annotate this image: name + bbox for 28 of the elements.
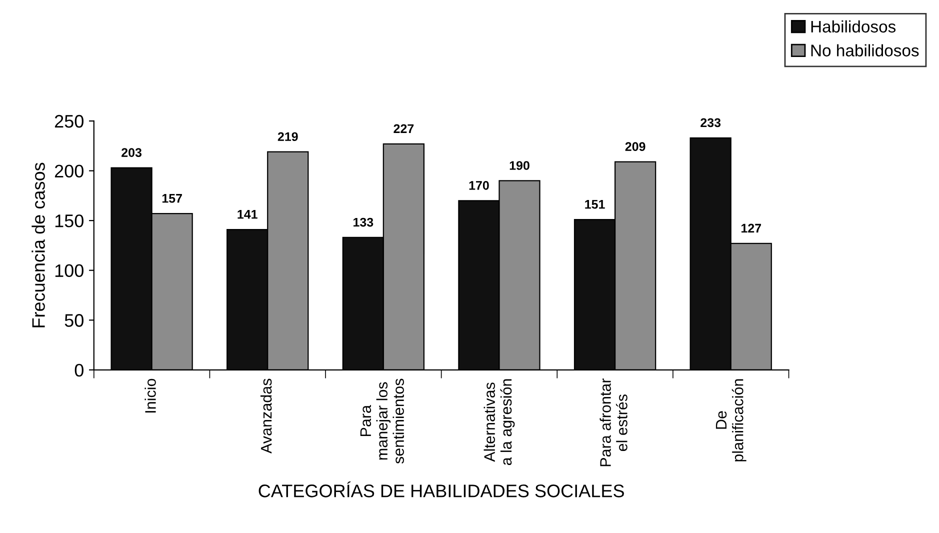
y-tick-label: 200: [54, 164, 84, 178]
data-label: 233: [700, 118, 721, 128]
y-tick-label: 100: [55, 264, 84, 278]
data-label: 157: [162, 194, 182, 203]
data-label: 151: [585, 200, 605, 209]
x-tick-label: Para afrontar el estrés: [600, 378, 628, 466]
x-tick-label: De planificación: [716, 379, 746, 462]
y-axis-title: Frecuencia de casos: [32, 162, 45, 328]
data-label: 141: [238, 210, 258, 219]
x-tick-label: Alternativas a la agresión: [484, 379, 515, 466]
data-label: 127: [741, 224, 761, 233]
y-tick-label: 150: [55, 214, 84, 228]
y-tick-label: 50: [64, 314, 84, 327]
data-label: 219: [278, 132, 298, 142]
data-label: 170: [469, 180, 489, 190]
x-tick-label: Avanzadas: [260, 378, 272, 454]
y-tick-label: 0: [74, 364, 84, 377]
data-label: 203: [122, 148, 142, 157]
x-tick-label: Inicio: [144, 378, 156, 412]
data-label: 227: [394, 124, 414, 133]
data-label: 209: [625, 142, 646, 152]
x-axis-title: CATEGORÍAS DE HABILIDADES SOCIALES: [258, 481, 624, 498]
x-tick-label: Para manejar los sentimientos: [360, 378, 404, 464]
legend-label: Habilidosos: [811, 20, 896, 33]
y-tick-label: 250: [54, 114, 84, 128]
data-label: 190: [510, 161, 530, 170]
legend-label: No habilidosos: [811, 44, 919, 56]
data-label: 133: [354, 218, 374, 227]
